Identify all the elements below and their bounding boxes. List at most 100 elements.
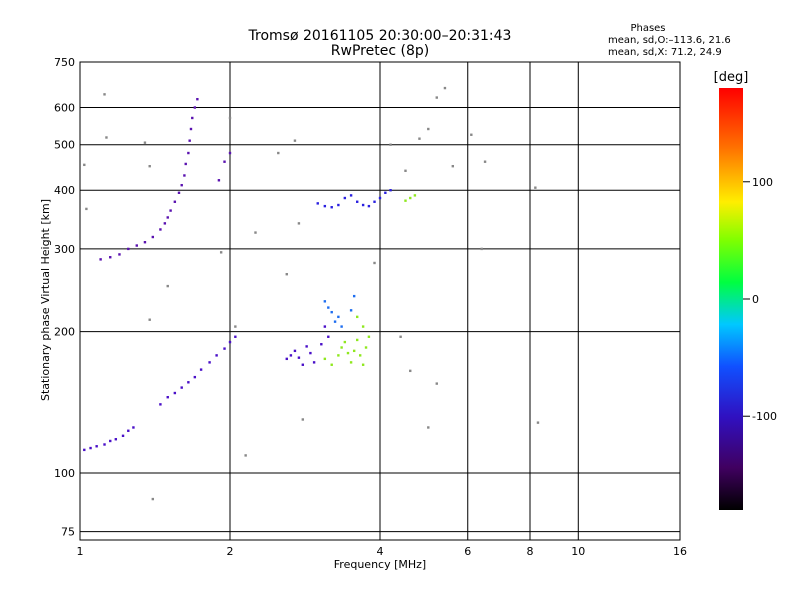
data-point: [234, 325, 237, 328]
data-point: [534, 186, 537, 189]
data-point: [352, 294, 356, 298]
data-point: [352, 349, 356, 353]
data-point: [399, 335, 402, 338]
data-point: [435, 382, 438, 385]
data-point: [418, 137, 421, 140]
data-point: [384, 191, 387, 194]
data-point: [361, 203, 365, 207]
data-point: [327, 306, 330, 309]
data-point: [189, 127, 193, 131]
colorbar: [719, 88, 743, 510]
data-point: [169, 209, 172, 212]
data-point: [389, 143, 392, 146]
data-point: [114, 438, 118, 441]
data-point: [135, 244, 138, 247]
data-point: [340, 346, 343, 349]
data-point: [187, 151, 190, 155]
data-point: [316, 202, 319, 205]
y-tick-label: 75: [61, 526, 75, 539]
colorbar-tick-label: -100: [752, 410, 777, 423]
data-point: [301, 363, 305, 366]
y-tick-label: 400: [54, 184, 75, 197]
data-point: [103, 93, 106, 96]
colorbar-label: [deg]: [714, 70, 749, 85]
data-point: [132, 426, 135, 429]
y-tick-label: 500: [54, 139, 75, 152]
data-point: [349, 309, 353, 312]
data-point: [483, 160, 487, 163]
data-point: [118, 253, 121, 256]
data-point: [536, 421, 540, 424]
data-point: [349, 361, 353, 364]
data-point: [320, 343, 323, 346]
data-point: [293, 349, 297, 353]
data-point: [159, 228, 162, 231]
data-point: [343, 196, 347, 200]
series-group: [323, 194, 417, 366]
data-point: [166, 216, 169, 219]
data-point: [99, 258, 102, 261]
data-point: [191, 116, 194, 120]
data-point: [193, 106, 197, 109]
y-axis-label: Stationary phase Virtual Height [km]: [39, 199, 52, 401]
data-point: [427, 426, 430, 429]
series-group: [316, 189, 392, 209]
x-tick-label: 8: [527, 545, 534, 558]
data-point: [234, 335, 237, 338]
series-group: [83, 86, 540, 501]
data-point: [215, 354, 218, 357]
data-point: [285, 273, 288, 276]
data-point: [349, 194, 353, 197]
data-point: [451, 164, 455, 168]
data-point: [184, 162, 187, 166]
data-point: [166, 396, 169, 399]
phases-heading: Phases: [630, 23, 665, 34]
y-tick-label: 750: [54, 56, 75, 69]
x-tick-label: 4: [377, 545, 384, 558]
data-point: [85, 207, 88, 211]
data-point: [254, 231, 257, 234]
x-tick-label: 10: [571, 545, 585, 558]
data-point: [480, 247, 483, 251]
series-group: [99, 97, 232, 261]
data-point: [312, 361, 316, 364]
data-point: [193, 375, 197, 379]
chart-title: Tromsø 20161105 20:30:00–20:31:43: [248, 28, 512, 44]
data-point: [389, 189, 392, 192]
data-point: [148, 164, 151, 168]
data-point: [293, 139, 297, 142]
data-point: [148, 318, 151, 321]
data-point: [159, 403, 162, 406]
data-point: [323, 204, 327, 208]
data-point: [177, 191, 181, 194]
data-point: [305, 345, 308, 348]
data-point: [330, 363, 333, 366]
data-point: [323, 357, 327, 361]
y-axis-ticks: 75 100 200 300 400 500 600 750: [54, 56, 75, 539]
x-tick-label: 6: [464, 545, 471, 558]
y-tick-label: 100: [54, 467, 75, 480]
data-point: [364, 346, 368, 349]
phases-o-stats: mean, sd,O:–113.6, 21.6: [608, 35, 731, 46]
data-point: [427, 127, 430, 131]
data-point: [188, 139, 191, 142]
x-tick-label: 2: [227, 545, 234, 558]
data-point: [228, 151, 232, 155]
data-point: [105, 136, 108, 139]
data-point: [327, 335, 330, 338]
data-point: [83, 163, 86, 167]
data-point: [361, 325, 365, 328]
data-point: [435, 96, 438, 99]
data-point: [208, 361, 211, 364]
y-tick-label: 600: [54, 102, 75, 115]
data-point: [355, 338, 359, 342]
data-point: [340, 325, 343, 328]
data-point: [127, 429, 130, 432]
data-point: [187, 381, 190, 384]
data-point: [355, 315, 359, 319]
data-point: [244, 454, 247, 457]
data-point: [346, 351, 350, 355]
data-point: [409, 369, 412, 373]
grid-lines: [80, 62, 680, 540]
data-point: [127, 247, 130, 251]
